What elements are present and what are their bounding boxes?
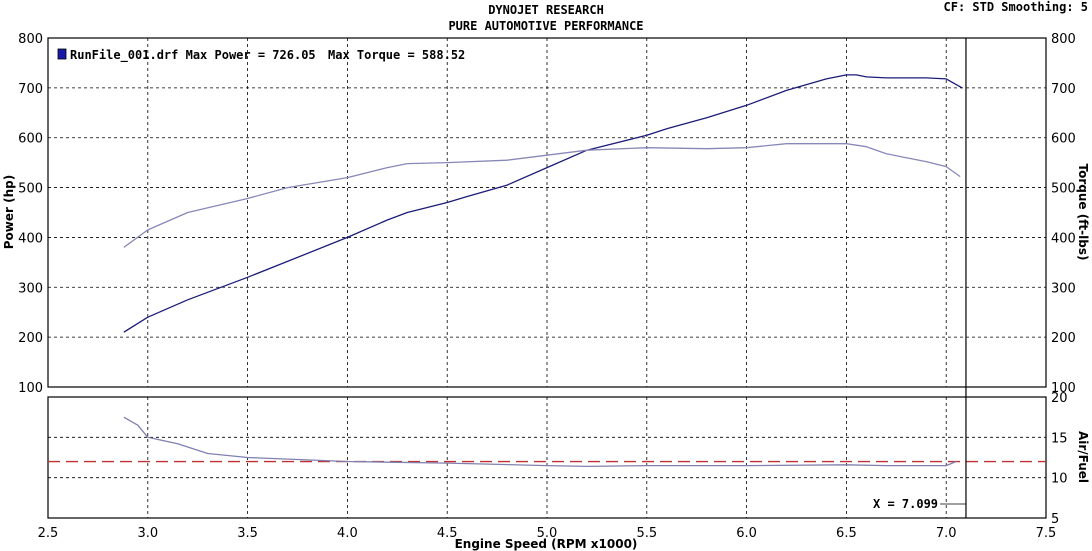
y2-tick-label: 300 — [1051, 281, 1076, 296]
power-panel-grid — [48, 38, 1046, 387]
x-tick-label: 4.5 — [437, 526, 458, 541]
y-tick-label: 500 — [18, 182, 43, 197]
x-tick-label: 6.0 — [736, 526, 757, 541]
airfuel-tick-label: 5 — [1051, 512, 1059, 527]
y-axis-label: Power (hp) — [2, 175, 16, 249]
power-panel-lines — [123, 74, 963, 333]
x-tick-label: 7.0 — [936, 526, 957, 541]
y2-axis-label: Torque (ft-lbs) — [1076, 164, 1090, 261]
y2-tick-label: 800 — [1051, 32, 1076, 47]
y2-tick-label: 600 — [1051, 132, 1076, 147]
power-curve — [123, 74, 963, 333]
y-tick-label: 800 — [18, 32, 43, 47]
x-tick-label: 5.5 — [636, 526, 657, 541]
x-tick-label: 7.5 — [1036, 526, 1057, 541]
y2-tick-label: 700 — [1051, 82, 1076, 97]
y-tick-label: 400 — [18, 231, 43, 246]
y-tick-label: 200 — [18, 331, 43, 346]
y-tick-label: 600 — [18, 132, 43, 147]
legend-run: RunFile_001.drf Max Power = 726.05 — [70, 48, 316, 63]
y-tick-label: 100 — [18, 381, 43, 396]
y2-tick-label: 100 — [1051, 381, 1076, 396]
legend-run-name: RunFile_001.drf — [70, 48, 178, 63]
x-tick-label: 6.5 — [836, 526, 857, 541]
y2-tick-label: 200 — [1051, 331, 1076, 346]
x-tick-label: 5.0 — [537, 526, 558, 541]
legend-max-torque: Max Torque = 588.52 — [328, 48, 465, 62]
legend-max-power: Max Power = 726.05 — [186, 48, 316, 62]
legend: RunFile_001.drf Max Power = 726.05 Max T… — [57, 48, 465, 63]
airfuel-axis-label: Air/Fuel — [1076, 431, 1090, 483]
airfuel-tick-label: 20 — [1051, 391, 1068, 406]
header-title: DYNOJET RESEARCH — [488, 3, 604, 17]
y2-tick-label: 400 — [1051, 231, 1076, 246]
x-tick-label: 3.5 — [237, 526, 258, 541]
airfuel-panel-lines — [48, 416, 1046, 468]
cursor-label: X = 7.099 — [873, 497, 938, 511]
legend-swatch — [57, 48, 67, 60]
airfuel-tick-label: 10 — [1051, 472, 1068, 487]
x-tick-label: 4.0 — [337, 526, 358, 541]
airfuel-tick-label: 15 — [1051, 431, 1068, 446]
y2-tick-label: 500 — [1051, 182, 1076, 197]
torque-curve — [123, 143, 961, 248]
airfuel-curve — [123, 416, 957, 468]
x-tick-label: 2.5 — [38, 526, 59, 541]
airfuel-panel-grid — [48, 397, 1046, 518]
header-settings: CF: STD Smoothing: 5 — [944, 0, 1089, 14]
x-tick-label: 3.0 — [137, 526, 158, 541]
header-subtitle: PURE AUTOMOTIVE PERFORMANCE — [448, 19, 643, 33]
y-tick-label: 300 — [18, 281, 43, 296]
x-axis-label: Engine Speed (RPM x1000) — [455, 537, 638, 551]
y-tick-label: 700 — [18, 82, 43, 97]
